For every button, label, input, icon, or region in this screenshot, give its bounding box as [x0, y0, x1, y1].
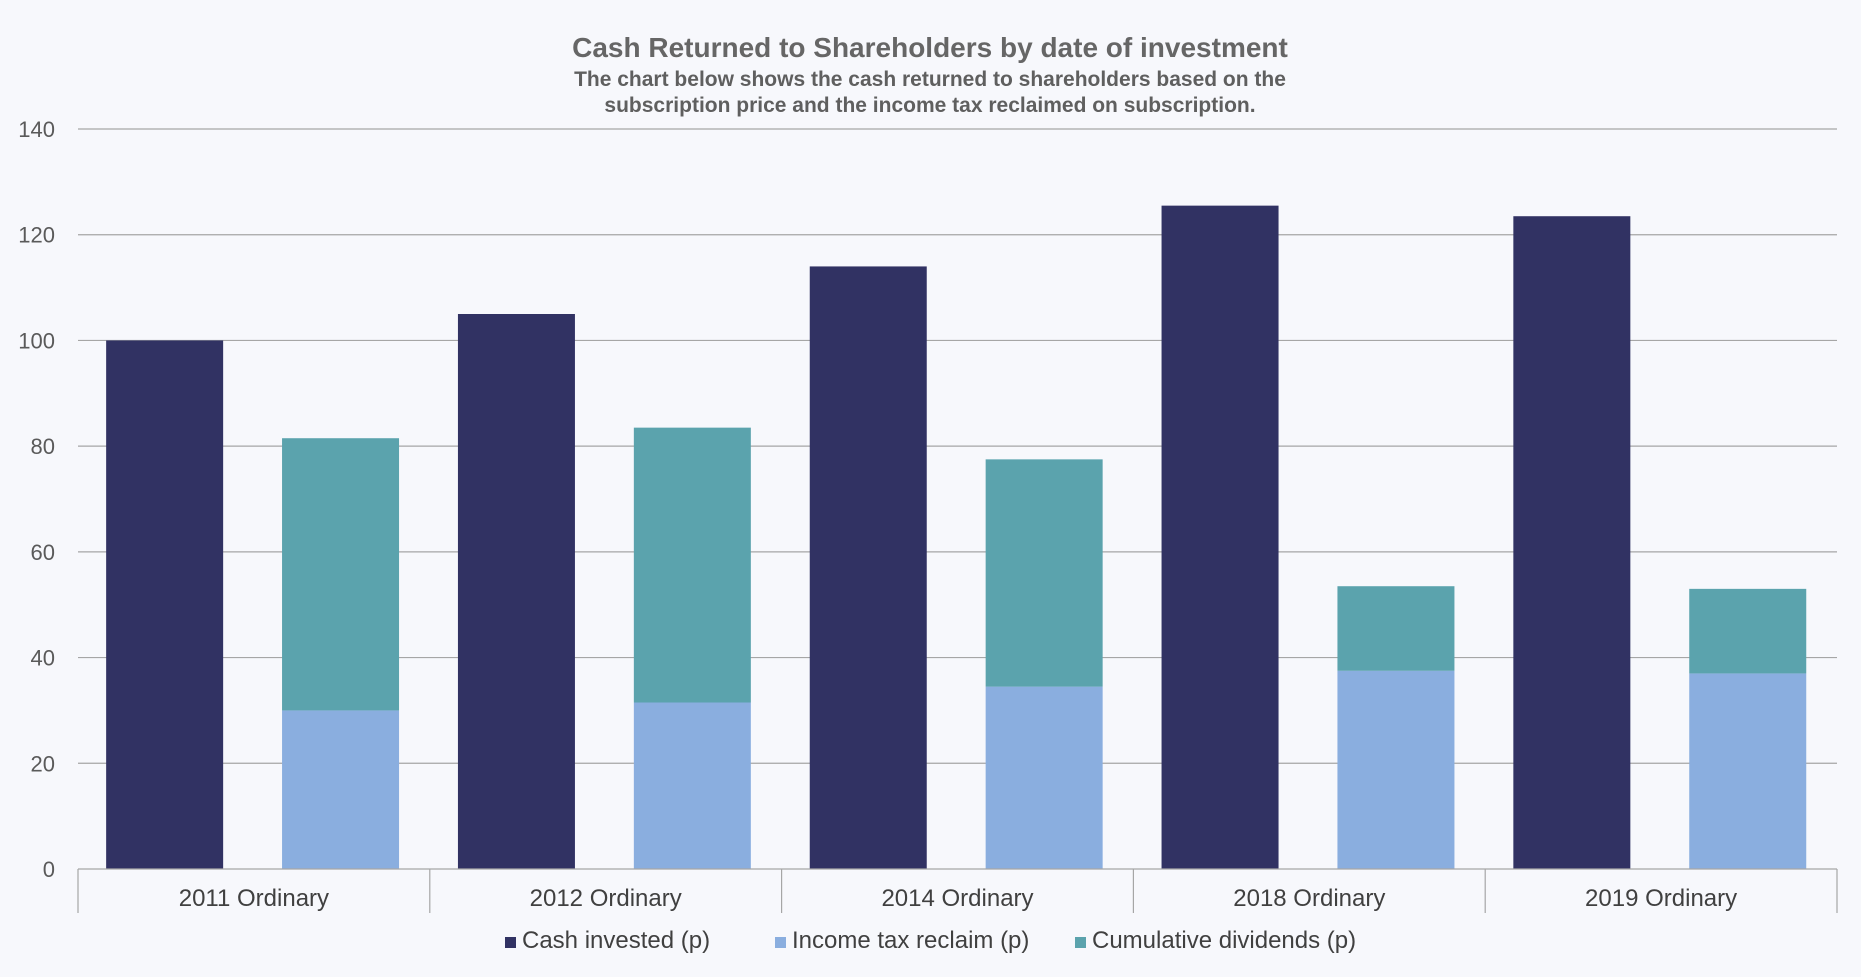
bar-cash-invested-p [1161, 205, 1279, 870]
bar-income-tax-reclaim-p [1337, 670, 1455, 869]
bar-cumulative-dividends-p [1689, 588, 1807, 674]
y-tick-label: 60 [31, 540, 55, 565]
y-tick-label: 0 [43, 857, 55, 882]
bar-cash-invested-p [1513, 216, 1631, 869]
bar-income-tax-reclaim-p [1689, 673, 1807, 869]
x-tick-label: 2012 Ordinary [530, 885, 682, 912]
y-tick-label: 40 [31, 646, 55, 671]
legend-swatch [775, 937, 786, 948]
legend-swatch [1075, 937, 1086, 948]
y-tick-label: 140 [18, 117, 55, 142]
chart-subtitle-line-2: subscription price and the income tax re… [604, 94, 1255, 117]
bar-income-tax-reclaim-p [985, 686, 1103, 869]
y-axis: 0 20 40 60 80 100 120 140 [18, 117, 55, 882]
x-tick-label: 2011 Ordinary [179, 885, 329, 912]
bars [106, 205, 1807, 870]
bar-income-tax-reclaim-p [282, 710, 400, 869]
y-tick-label: 120 [18, 223, 55, 248]
x-tick-label: 2018 Ordinary [1233, 885, 1385, 912]
legend-swatch [505, 937, 516, 948]
chart-subtitle-line-1: The chart below shows the cash returned … [574, 68, 1286, 91]
x-tick-label: 2014 Ordinary [881, 885, 1033, 912]
bar-cumulative-dividends-p [633, 427, 751, 703]
y-tick-label: 80 [31, 434, 55, 459]
x-tick-label: 2019 Ordinary [1585, 885, 1737, 912]
x-axis: 2011 Ordinary 2012 Ordinary 2014 Ordinary 2… [77, 868, 1838, 913]
legend-label: Income tax reclaim (p) [792, 927, 1029, 954]
bar-cash-invested-p [457, 314, 575, 869]
legend-label: Cash invested (p) [522, 927, 710, 954]
bar-cumulative-dividends-p [1337, 586, 1455, 671]
bar-cumulative-dividends-p [985, 459, 1103, 687]
legend-label: Cumulative dividends (p) [1092, 927, 1356, 954]
bar-cash-invested-p [106, 340, 224, 869]
bar-income-tax-reclaim-p [633, 702, 751, 869]
y-tick-label: 100 [18, 328, 55, 353]
y-tick-label: 20 [31, 751, 55, 776]
bar-cumulative-dividends-p [282, 438, 400, 711]
legend: Cash invested (p) Income tax reclaim (p) C… [505, 927, 1356, 954]
chart-title: Cash Returned to Shareholders by date of… [572, 32, 1288, 63]
bar-cash-invested-p [809, 266, 927, 869]
